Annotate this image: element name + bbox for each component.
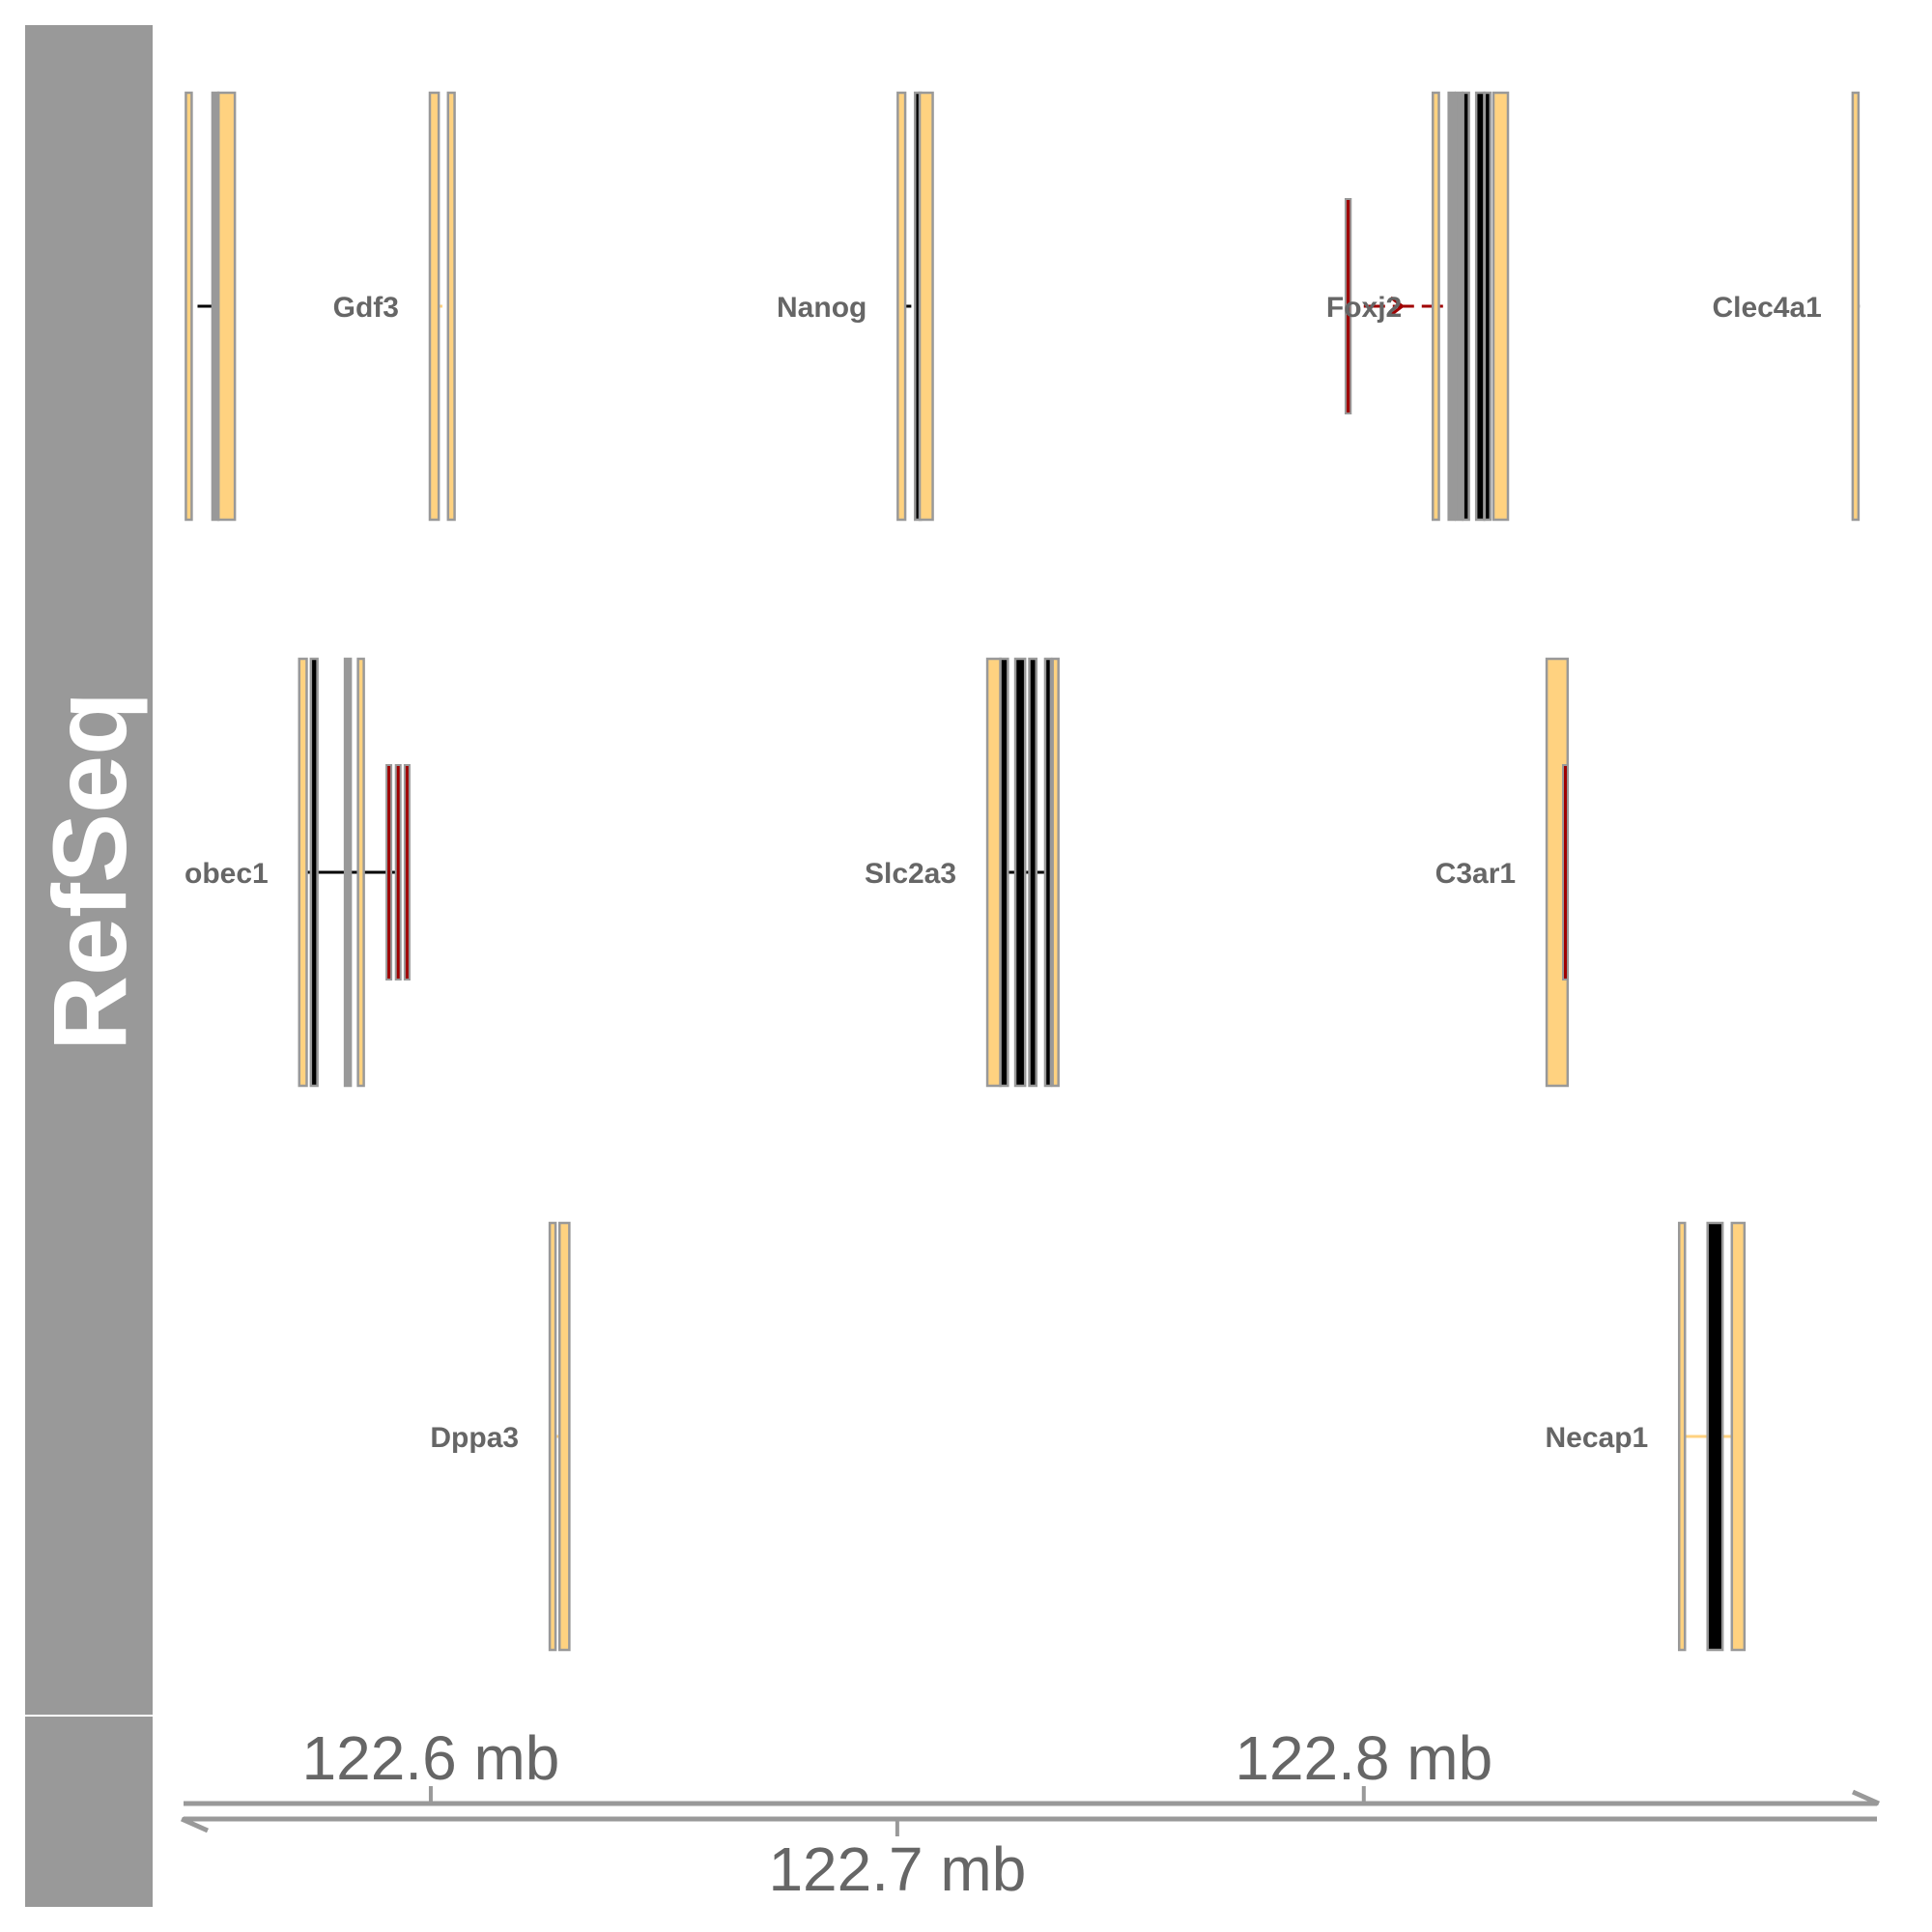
exon-block (1447, 91, 1456, 522)
gene-label: Clec4a1 (1712, 292, 1821, 324)
axis-title-panel (25, 1717, 153, 1907)
gene-model: obec1 (185, 657, 411, 1088)
exon-block (216, 91, 237, 522)
axis-tick-label: 122.8 mb (1235, 1723, 1492, 1793)
gene-model: Dppa3 (430, 1221, 571, 1652)
isoform-exon-block (394, 764, 402, 980)
exon-block (1706, 1221, 1724, 1652)
axis-arrow-left (180, 1816, 210, 1833)
exon-block (1492, 91, 1510, 522)
gene-label: obec1 (185, 858, 269, 890)
isoform-exon-block (1561, 764, 1569, 980)
gene-model: Slc2a3 (865, 657, 1060, 1088)
exon-block (185, 91, 193, 522)
gene-model: C3ar1 (1435, 657, 1570, 1088)
gene-model: Clec4a1 (1712, 91, 1861, 522)
axis-tick-label: 122.6 mb (302, 1723, 560, 1793)
exon-block (1474, 91, 1486, 522)
exon-block (356, 657, 365, 1088)
track-title-panel: RefSeq (25, 25, 153, 1715)
genome-axis: 122.6 mb 122.8 mb 122.7 mb (180, 1723, 1881, 1904)
exon-block (1432, 91, 1440, 522)
isoform-exon-block (403, 764, 411, 980)
exon-block (1043, 657, 1053, 1088)
exon-block (1483, 91, 1492, 522)
exon-block (298, 657, 308, 1088)
exon-block (896, 91, 907, 522)
exon-block (918, 91, 934, 522)
gene-label: Slc2a3 (865, 858, 956, 890)
exon-block (428, 91, 440, 522)
gene-model (185, 91, 237, 522)
gene-model: Necap1 (1546, 1221, 1747, 1652)
axis-tick-label: 122.7 mb (768, 1834, 1026, 1904)
track-title: RefSeq (31, 692, 148, 1051)
gene-label: Nanog (777, 292, 867, 324)
exon-block (1851, 91, 1861, 522)
gene-model: Gdf3 (333, 91, 456, 522)
exon-block (343, 657, 353, 1088)
gene-model: Nanog (777, 91, 934, 522)
gene-label: Gdf3 (333, 292, 399, 324)
exon-block (1462, 91, 1470, 522)
exon-block (557, 1221, 571, 1652)
isoform-exon-block (1344, 198, 1352, 414)
gene-model: Foxj2 (1326, 91, 1510, 522)
exon-block (1677, 1221, 1687, 1652)
axis-arrow-right (1851, 1789, 1881, 1806)
exon-block (309, 657, 319, 1088)
gene-label: C3ar1 (1435, 858, 1516, 890)
gene-label: Necap1 (1546, 1422, 1649, 1454)
exon-block (985, 657, 1002, 1088)
gene-label: Foxj2 (1326, 292, 1402, 324)
gene-models: Gdf3 Nanog Foxj2 Clec4a1 obec1 Slc2a3 C3ar1 Dpp… (185, 91, 1861, 1652)
exon-block (446, 91, 456, 522)
exon-block (999, 657, 1009, 1088)
track-title-background (25, 25, 153, 1715)
exon-block (1730, 1221, 1747, 1652)
strand-arrow (1389, 296, 1406, 317)
exon-block (1455, 91, 1463, 522)
exon-block (1051, 657, 1060, 1088)
gene-label: Dppa3 (430, 1422, 519, 1454)
exon-block (1028, 657, 1038, 1088)
isoform-exon-block (385, 764, 393, 980)
exon-block (548, 1221, 557, 1652)
exon-block (1013, 657, 1027, 1088)
